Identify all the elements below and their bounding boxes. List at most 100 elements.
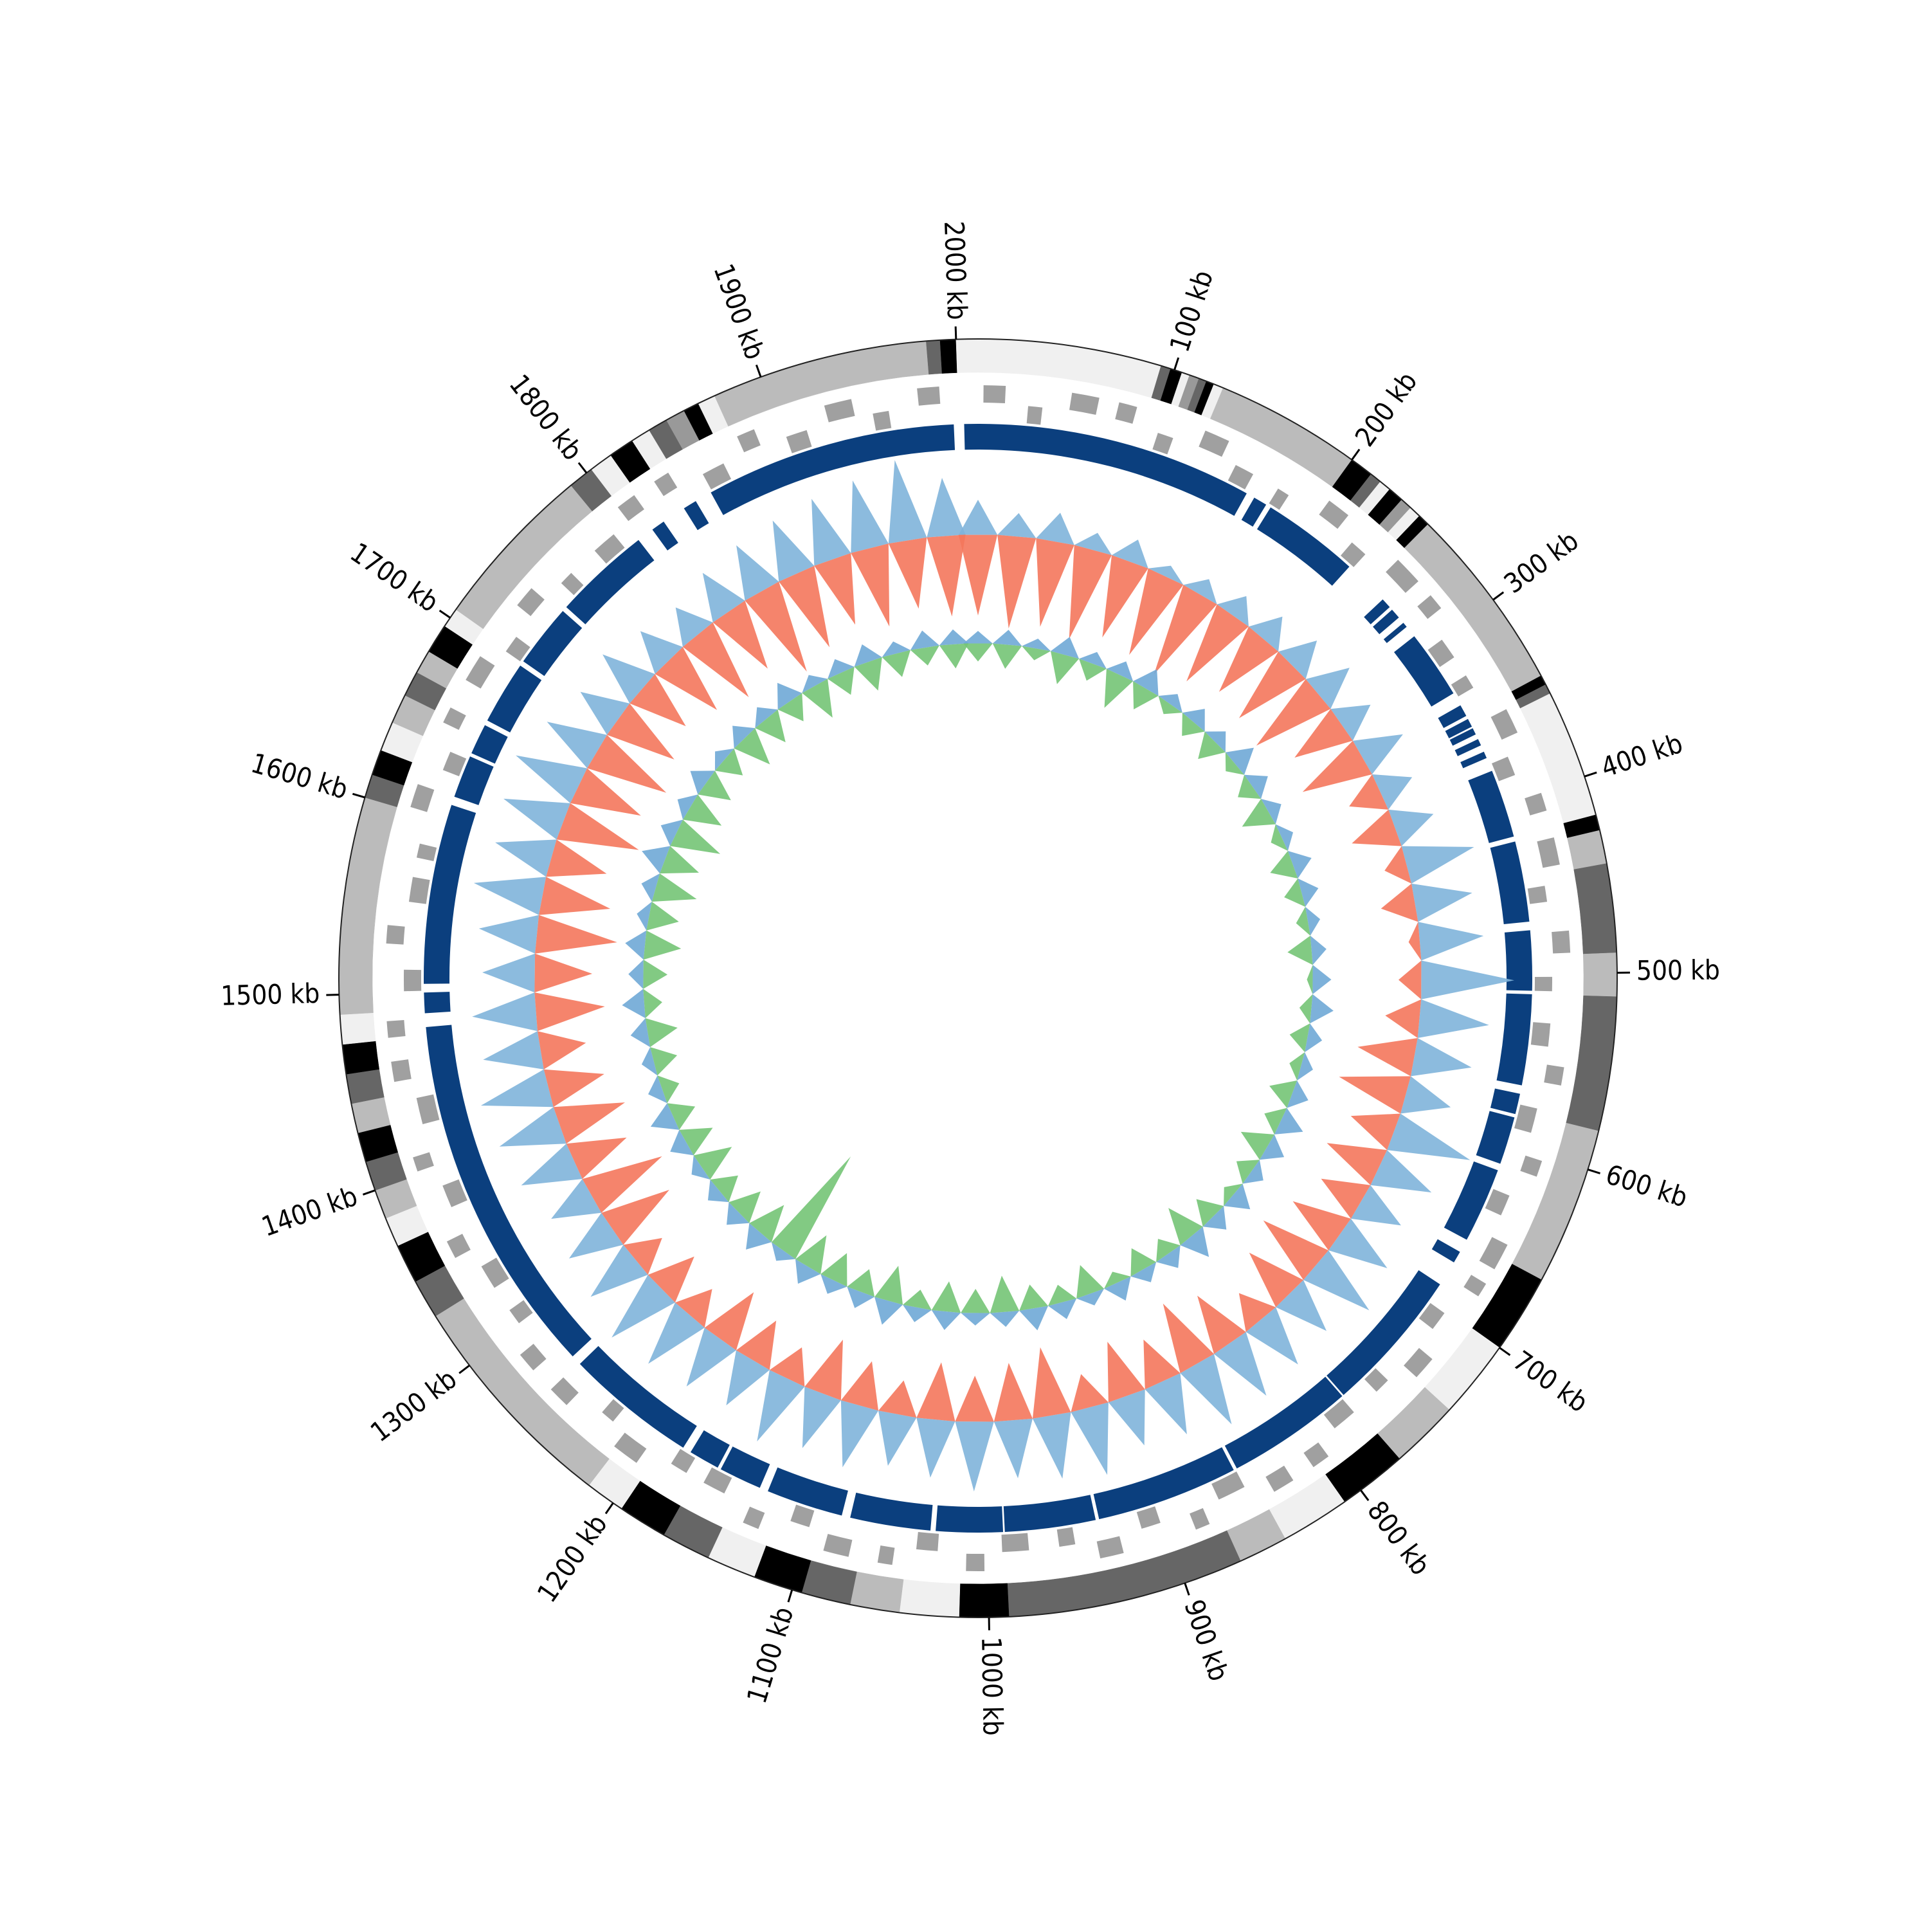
band	[1583, 952, 1617, 996]
tick-label: 500 kb	[1636, 954, 1720, 987]
track-spike	[1387, 1114, 1470, 1160]
track-spike	[628, 960, 644, 989]
tick-mark	[1588, 1169, 1600, 1173]
tick-mark	[1584, 772, 1597, 776]
tick-mark	[1175, 358, 1179, 370]
gene	[1115, 403, 1137, 424]
tick-label: 400 kb	[1597, 727, 1687, 784]
tick-label: 800 kb	[1361, 1495, 1436, 1581]
tick-label: 1000 kb	[975, 1636, 1009, 1736]
track-spike	[1339, 1076, 1410, 1113]
gene	[790, 1504, 814, 1527]
track-spike	[997, 513, 1036, 538]
track-spike	[889, 538, 927, 609]
tick-label: 2000 kb	[938, 221, 973, 321]
gene	[561, 573, 584, 596]
gene	[1520, 1156, 1542, 1177]
tick-mark	[440, 610, 451, 617]
gene	[1404, 1348, 1433, 1378]
gene	[823, 1534, 852, 1557]
track-spike	[994, 1419, 1033, 1479]
gene	[1002, 1533, 1029, 1553]
band	[956, 339, 978, 373]
gene	[1319, 500, 1348, 529]
tick-mark	[955, 327, 956, 340]
gene	[743, 1507, 765, 1529]
band	[900, 1580, 960, 1618]
gene	[1480, 1237, 1508, 1269]
track-spike	[644, 931, 681, 960]
tick-label: 1700 kb	[345, 536, 444, 618]
block	[850, 1493, 932, 1531]
band	[339, 797, 397, 1015]
track-spike	[1357, 1038, 1417, 1076]
track-spike	[534, 954, 592, 992]
track-spike	[993, 643, 1022, 668]
gene	[1190, 1508, 1209, 1530]
block	[1094, 1447, 1234, 1519]
track-spike	[1287, 936, 1312, 965]
gene	[917, 387, 940, 406]
block	[487, 666, 541, 733]
gene	[447, 1234, 471, 1258]
band	[1210, 388, 1352, 487]
band	[959, 1583, 1010, 1618]
track-spike	[841, 1400, 878, 1467]
track-spike	[625, 931, 646, 960]
block	[936, 1506, 1003, 1533]
track-spike	[963, 631, 993, 643]
track-spike	[474, 877, 546, 915]
band	[926, 340, 942, 374]
band	[342, 1041, 379, 1075]
tick-label: 1600 kb	[248, 747, 352, 806]
tick-label: 700 kb	[1507, 1344, 1593, 1418]
track-spike	[646, 902, 678, 931]
gene	[1265, 1466, 1293, 1492]
gene	[1137, 1506, 1161, 1529]
gene	[410, 784, 434, 812]
gene	[824, 399, 855, 422]
tick-mark	[756, 365, 761, 377]
track-spike	[546, 839, 606, 877]
tick-label: 1500 kb	[221, 978, 320, 1012]
tick-label: 600 kb	[1602, 1158, 1692, 1214]
track-spike	[1033, 1347, 1071, 1419]
gene	[1417, 595, 1441, 619]
gene	[878, 1545, 895, 1565]
tick-mark	[1499, 1348, 1510, 1356]
gene	[966, 1554, 984, 1571]
track-spike	[554, 1102, 625, 1144]
track-spike	[539, 877, 610, 915]
gene	[1152, 433, 1173, 455]
track-spike	[1310, 994, 1334, 1023]
gene	[466, 656, 494, 688]
gene	[1531, 1022, 1550, 1046]
gene	[916, 1532, 939, 1551]
track-spike	[481, 1070, 554, 1107]
track-spike	[961, 1289, 990, 1313]
band	[1512, 1123, 1599, 1280]
block	[768, 1468, 848, 1516]
track-spike	[472, 992, 538, 1031]
track-spike	[544, 1070, 604, 1107]
track-spike	[643, 960, 667, 989]
track-spike	[1385, 999, 1421, 1038]
track-spike	[939, 643, 968, 668]
block	[1460, 752, 1487, 769]
gene	[1552, 931, 1570, 954]
tick-mark	[606, 1503, 613, 1513]
gene	[1269, 489, 1289, 510]
track-spike	[482, 954, 535, 992]
tick-label: 300 kb	[1498, 525, 1584, 599]
tick-label: 1900 kb	[707, 260, 770, 364]
track-spike	[1411, 1038, 1472, 1076]
gene	[417, 844, 437, 861]
track-spike	[1399, 961, 1421, 999]
gene	[1491, 709, 1518, 740]
track-spike	[932, 1281, 961, 1313]
track-spike	[1312, 965, 1331, 994]
block	[1432, 1239, 1460, 1262]
gene	[618, 495, 644, 521]
track-spike	[538, 1031, 586, 1070]
track-spike	[495, 839, 556, 877]
